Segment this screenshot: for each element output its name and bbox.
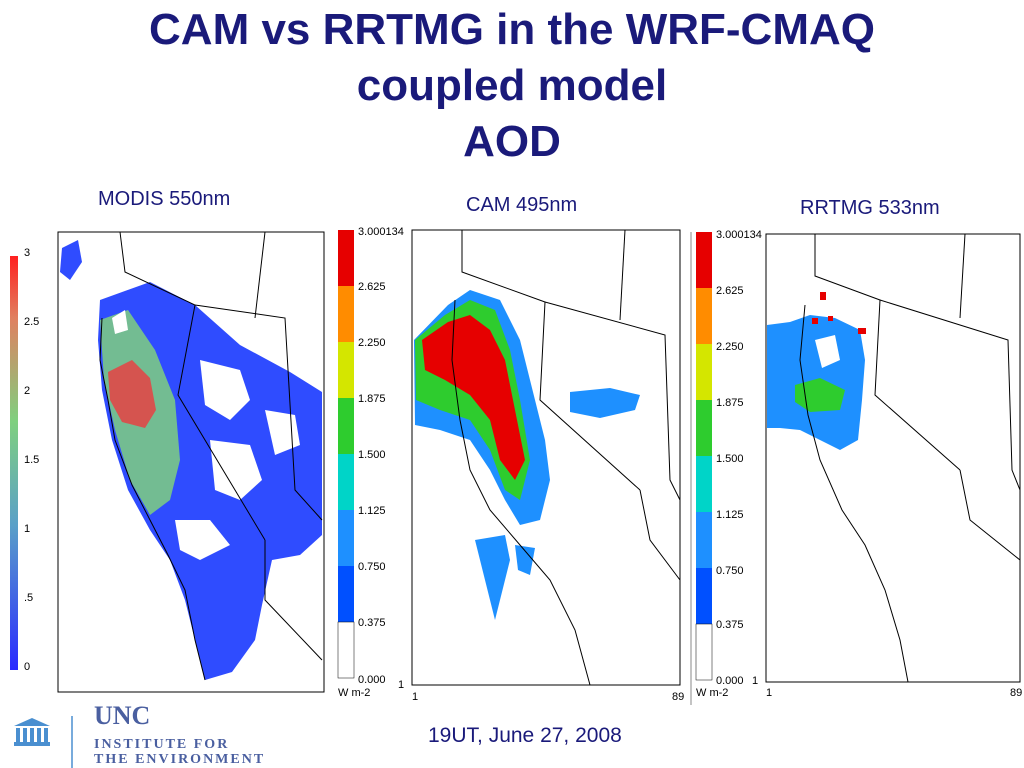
modis-tick-1: 2.5: [24, 316, 39, 328]
cam-aod-high: [422, 315, 525, 480]
rrtmg-colorbar-seg-3: [696, 400, 712, 456]
cam-colorbar-seg-5: [338, 510, 354, 566]
cam-tick-2: 2.250: [358, 337, 386, 349]
cam-colorbar-seg-0: [338, 230, 354, 286]
unc-logo: UNC: [14, 701, 150, 768]
modis-aod-high: [108, 360, 156, 428]
rrtmg-axis-x-left: 1: [766, 687, 772, 699]
cam-unit: W m-2: [338, 687, 370, 699]
rrtmg-colorbar-seg-7: [695, 623, 713, 681]
rrtmg-colorbar-seg-0: [696, 232, 712, 288]
cam-colorbar-seg-7: [337, 621, 355, 679]
rrtmg-tick-2: 2.250: [716, 341, 744, 353]
cam-colorbar: 3.000134 2.625 2.250 1.875 1.500 1.125 0…: [337, 226, 404, 699]
modis-colorbar-gradient: [10, 256, 18, 670]
rrtmg-tick-3: 1.875: [716, 397, 744, 409]
modis-tick-3: 1.5: [24, 454, 39, 466]
cam-map: 1 1 89: [398, 229, 684, 703]
footer-date: 19UT, June 27, 2008: [428, 724, 622, 747]
cam-tick-5: 1.125: [358, 505, 386, 517]
cam-tick-4: 1.500: [358, 449, 386, 461]
logo-column-base: [14, 742, 50, 746]
panel-label-modis: MODIS 550nm: [98, 188, 231, 210]
slide-title: CAM vs RRTMG in the WRF-CMAQ coupled mod…: [0, 2, 1024, 170]
title-line-3: AOD: [463, 117, 561, 166]
modis-tick-5: .5: [24, 592, 33, 604]
modis-tick-6: 0: [24, 661, 30, 673]
rrtmg-colorbar-seg-6: [696, 568, 712, 624]
modis-tick-0: 3: [24, 247, 30, 259]
logo-line-2: THE ENVIRONMENT: [94, 752, 266, 767]
cam-colorbar-seg-4: [338, 454, 354, 510]
logo-line-1: INSTITUTE FOR: [94, 737, 230, 752]
rrtmg-tick-5: 1.125: [716, 509, 744, 521]
modis-colorbar: 3 2.5 2 1.5 1 .5 0: [10, 247, 39, 673]
rrtmg-tick-6: 0.750: [716, 565, 744, 577]
rrtmg-colorbar-seg-2: [696, 344, 712, 400]
rrtmg-tick-0: 3.000134: [716, 229, 762, 241]
rrtmg-tick-4: 1.500: [716, 453, 744, 465]
rrtmg-colorbar-seg-1: [696, 288, 712, 344]
rrtmg-aod-high: [820, 292, 826, 300]
modis-map: [57, 231, 325, 693]
title-line-1: CAM vs RRTMG in the WRF-CMAQ: [149, 5, 875, 54]
rrtmg-map: 1 1 89: [752, 233, 1022, 699]
rrtmg-tick-8: 0.000: [716, 675, 744, 687]
cam-tick-6: 0.750: [358, 561, 386, 573]
cam-tick-3: 1.875: [358, 393, 386, 405]
cam-tick-8: 0.000: [358, 674, 386, 686]
cam-colorbar-seg-1: [338, 286, 354, 342]
cam-tick-1: 2.625: [358, 281, 386, 293]
rrtmg-aod-mid: [795, 378, 845, 412]
cam-colorbar-seg-2: [338, 342, 354, 398]
rrtmg-axis-y-bottom: 1: [752, 675, 758, 687]
rrtmg-colorbar-seg-4: [696, 456, 712, 512]
rrtmg-axis-x-right: 89: [1010, 687, 1022, 699]
cam-tick-0: 3.000134: [358, 226, 404, 238]
cam-colorbar-seg-3: [338, 398, 354, 454]
rrtmg-colorbar: 3.000134 2.625 2.250 1.875 1.500 1.125 0…: [695, 229, 762, 699]
rrtmg-tick-1: 2.625: [716, 285, 744, 297]
cam-axis-y-bottom: 1: [398, 679, 404, 691]
panel-label-cam: CAM 495nm: [466, 194, 578, 216]
cam-axis-x-left: 1: [412, 691, 418, 703]
logo-emblem-text: UNC: [94, 701, 150, 730]
cam-tick-7: 0.375: [358, 617, 386, 629]
cam-axis-x-right: 89: [672, 691, 684, 703]
modis-tick-2: 2: [24, 385, 30, 397]
rrtmg-tick-7: 0.375: [716, 619, 744, 631]
modis-tick-4: 1: [24, 523, 30, 535]
title-line-2: coupled model: [356, 61, 668, 110]
rrtmg-colorbar-seg-5: [696, 512, 712, 568]
cam-colorbar-seg-6: [338, 566, 354, 622]
rrtmg-unit: W m-2: [696, 687, 728, 699]
panel-label-rrtmg: RRTMG 533nm: [800, 197, 940, 219]
